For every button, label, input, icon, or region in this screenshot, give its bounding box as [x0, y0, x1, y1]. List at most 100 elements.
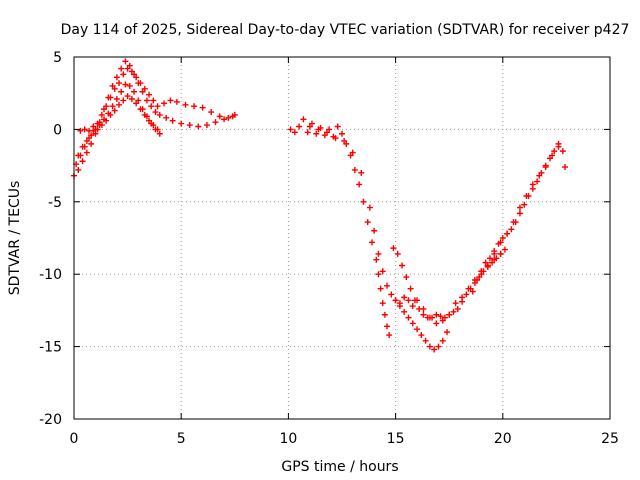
data-point	[371, 227, 378, 234]
data-point	[339, 130, 345, 137]
x-tick-label: 20	[494, 431, 512, 447]
data-point	[536, 172, 543, 179]
data-point	[150, 97, 157, 104]
data-point	[81, 126, 88, 133]
data-point	[401, 308, 408, 315]
data-point	[98, 111, 105, 118]
data-point	[120, 97, 127, 104]
data-point	[379, 268, 386, 275]
data-point	[75, 166, 82, 173]
data-point	[465, 285, 472, 292]
data-point	[450, 308, 457, 315]
data-point	[116, 80, 123, 87]
data-point	[351, 166, 358, 173]
data-point	[118, 88, 125, 95]
data-point	[439, 337, 446, 344]
data-point	[141, 85, 148, 92]
data-point	[341, 137, 348, 144]
data-point	[439, 317, 446, 324]
data-point	[523, 193, 530, 200]
data-point	[446, 311, 453, 318]
data-point	[433, 311, 440, 318]
data-point	[555, 140, 562, 147]
data-point	[369, 239, 376, 246]
data-point	[349, 149, 356, 156]
data-point	[435, 343, 442, 350]
data-point	[86, 127, 93, 134]
data-point	[122, 58, 129, 65]
y-tick-label: -10	[39, 267, 62, 283]
data-point	[379, 300, 386, 307]
data-point	[152, 109, 159, 116]
data-point	[433, 320, 440, 327]
data-point	[203, 122, 210, 129]
data-point	[156, 111, 163, 118]
x-tick-label: 25	[601, 431, 619, 447]
data-point	[146, 91, 153, 98]
data-point	[388, 291, 395, 298]
data-point	[508, 226, 515, 233]
y-tick-label: 5	[53, 50, 62, 66]
data-point	[478, 271, 485, 278]
data-point	[178, 120, 185, 127]
data-point	[497, 239, 504, 246]
data-point	[291, 129, 298, 136]
x-tick-label: 15	[387, 431, 405, 447]
data-point	[186, 122, 193, 129]
data-point	[79, 158, 86, 165]
data-point	[409, 303, 416, 310]
data-point	[75, 152, 82, 159]
data-point	[491, 250, 498, 257]
data-point	[109, 103, 116, 110]
data-point	[161, 100, 168, 107]
data-point	[375, 271, 382, 278]
data-point	[549, 152, 556, 159]
data-point	[399, 262, 406, 269]
data-point	[516, 204, 523, 211]
data-point	[111, 107, 118, 114]
data-point	[431, 346, 438, 353]
data-point	[529, 181, 536, 188]
data-point	[377, 285, 384, 292]
data-point	[384, 282, 391, 289]
data-point	[195, 123, 202, 130]
data-point	[98, 122, 105, 129]
plot-frame	[73, 56, 611, 420]
data-point	[296, 123, 303, 130]
data-point	[126, 82, 133, 89]
data-point	[124, 93, 131, 100]
data-point	[163, 114, 170, 121]
data-point	[542, 164, 549, 171]
data-point	[559, 148, 566, 155]
data-point	[373, 256, 380, 263]
data-point	[484, 262, 491, 269]
data-point	[469, 288, 476, 295]
data-point	[409, 320, 416, 327]
data-point	[128, 68, 135, 75]
data-point	[141, 111, 148, 118]
data-point	[221, 116, 228, 123]
data-point	[225, 114, 232, 121]
data-point	[396, 300, 403, 307]
data-point	[199, 104, 206, 111]
data-point	[452, 300, 459, 307]
data-point	[300, 116, 307, 123]
data-point	[124, 65, 131, 72]
data-point	[90, 123, 97, 130]
data-point	[510, 219, 517, 226]
data-point	[167, 97, 174, 104]
data-point	[551, 148, 558, 155]
data-point	[390, 245, 397, 252]
data-point	[561, 164, 568, 171]
data-point	[83, 149, 90, 156]
data-point	[521, 201, 528, 208]
data-point	[414, 326, 421, 333]
data-point	[107, 94, 114, 101]
x-tick-label: 0	[70, 431, 79, 447]
data-point	[414, 297, 421, 304]
data-point	[534, 178, 541, 185]
data-point	[120, 71, 127, 78]
chart-title: Day 114 of 2025, Sidereal Day-to-day VTE…	[61, 22, 630, 38]
data-point	[392, 297, 399, 304]
